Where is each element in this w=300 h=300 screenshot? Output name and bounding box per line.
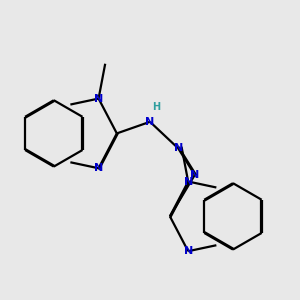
Text: N: N	[174, 143, 183, 153]
Text: H: H	[152, 102, 160, 112]
Text: N: N	[146, 117, 154, 127]
Text: N: N	[184, 176, 193, 187]
Text: N: N	[184, 246, 193, 256]
Text: N: N	[94, 94, 103, 103]
Text: N: N	[94, 163, 103, 173]
Text: N: N	[190, 170, 200, 180]
